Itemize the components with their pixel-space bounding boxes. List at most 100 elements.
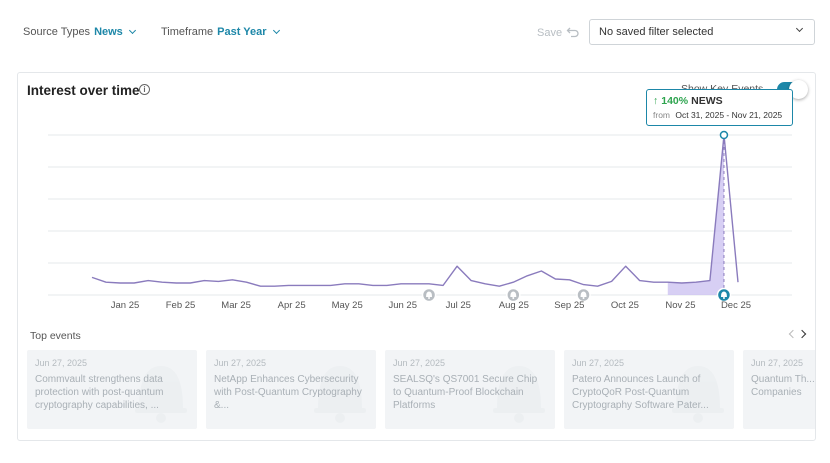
highlight-range-area [667,135,724,295]
data-point [371,284,374,287]
event-date: Jun 27, 2025 [35,358,88,368]
key-event-marker [716,287,732,303]
data-point [105,281,108,284]
data-point [484,282,487,285]
x-tick-label: Feb 25 [166,300,196,311]
key-event-marker [576,287,591,303]
peak-point [719,130,729,140]
event-card[interactable]: Jun 27, 2025 Quantum Th... Acceleratin...… [743,350,815,429]
x-tick-label: May 25 [332,300,363,311]
data-point [414,282,417,285]
top-events-list: Jun 27, 2025 Commvault strengthens data p… [27,350,815,430]
data-point [596,285,599,288]
event-card[interactable]: Jun 27, 2025 SEALSQ's QS7001 Secure Chip … [385,350,555,429]
x-tick-label: Apr 25 [278,300,306,311]
tooltip-percent: 140% [661,95,689,107]
data-point [245,281,248,284]
data-point [540,270,543,273]
data-point [259,285,262,288]
x-tick-label: Nov 25 [665,300,695,311]
chevron-down-icon [272,26,280,35]
interest-chart: Jan 25 Feb 25 Mar 25 Apr 25 May 25 Jun 25 Jul … [48,130,792,311]
chevron-down-icon [795,24,804,33]
event-card[interactable]: Jun 27, 2025 NetApp Enhances Cybersecurit… [206,350,376,429]
data-point [175,282,178,285]
tooltip-range: Oct 31, 2025 - Nov 21, 2025 [675,110,783,120]
event-title: NetApp Enhances Cybersecurity with Post-… [214,374,362,411]
info-icon[interactable]: i [139,84,150,95]
highlight-area [667,135,725,295]
data-point [203,279,206,282]
data-point [231,278,234,281]
chart-grid [48,134,792,296]
source-types-filter[interactable]: Source Types News [23,26,136,38]
bell-icon [135,366,187,423]
data-point [708,279,711,282]
arrow-up-icon: ↑ [653,95,659,107]
x-tick-label: Jul 25 [446,300,471,311]
data-point [582,283,585,286]
data-point [666,281,669,284]
event-date: Jun 27, 2025 [751,358,804,368]
interest-card: Interest over time i Show Key Events Jan… [17,72,816,441]
tooltip-from-label: from [653,110,670,120]
data-point [385,284,388,287]
data-point [357,282,360,285]
timeframe-filter[interactable]: Timeframe Past Year [161,26,280,38]
data-point [638,279,641,282]
data-point [652,281,655,284]
key-event-marker [421,287,437,303]
x-tick-label: Aug 25 [499,300,529,311]
data-point [399,282,402,285]
data-point [554,278,557,281]
event-title: Patero Announces Launch of CryptoQoR Pos… [572,374,709,411]
chevron-left-icon[interactable] [788,329,798,339]
data-point [428,282,431,285]
x-tick-label: Jun 25 [388,300,417,311]
x-tick-label: Mar 25 [221,300,251,311]
data-point [287,284,290,287]
data-point [498,285,501,288]
data-point [526,274,529,277]
bell-icon [314,366,366,423]
data-point [512,281,515,284]
event-title: Quantum Th... Acceleratin... Companies [751,374,815,398]
data-point [680,282,683,285]
key-event-markers [421,287,732,303]
timeframe-value: Past Year [217,26,267,38]
source-types-label: Source Types [23,26,91,38]
x-tick-label: Sep 25 [554,300,584,311]
chevron-right-icon[interactable] [797,329,807,339]
data-point [189,282,192,285]
undo-icon[interactable] [566,25,580,39]
data-point [694,281,697,284]
chart-tooltip: ↑ 140% NEWS from Oct 31, 2025 - Nov 21, … [646,89,793,126]
top-events-title: Top events [30,330,81,342]
data-point [442,284,445,287]
x-tick-label: Oct 25 [611,300,639,311]
data-point [161,281,164,284]
data-point [119,282,122,285]
data-point [133,282,136,285]
bell-icon [672,366,724,423]
data-point [91,276,94,279]
data-point [301,284,304,287]
save-button[interactable]: Save [537,27,563,39]
event-date: Jun 27, 2025 [214,358,267,368]
saved-filter-value: No saved filter selected [599,26,714,38]
event-date: Jun 27, 2025 [393,358,446,368]
tooltip-source: NEWS [691,95,723,107]
data-point [456,265,459,268]
data-point [147,279,150,282]
data-point [470,279,473,282]
series-polyline [91,134,739,287]
saved-filter-select[interactable]: No saved filter selected [589,19,815,45]
x-tick-label: Dec 25 [721,300,751,311]
data-point [315,284,318,287]
event-card[interactable]: Jun 27, 2025 Patero Announces Launch of C… [564,350,734,429]
data-point [568,278,571,281]
event-card[interactable]: Jun 27, 2025 Commvault strengthens data p… [27,350,197,429]
series-line [91,130,739,288]
data-point [217,280,220,283]
x-tick-label: Jan 25 [111,300,140,311]
